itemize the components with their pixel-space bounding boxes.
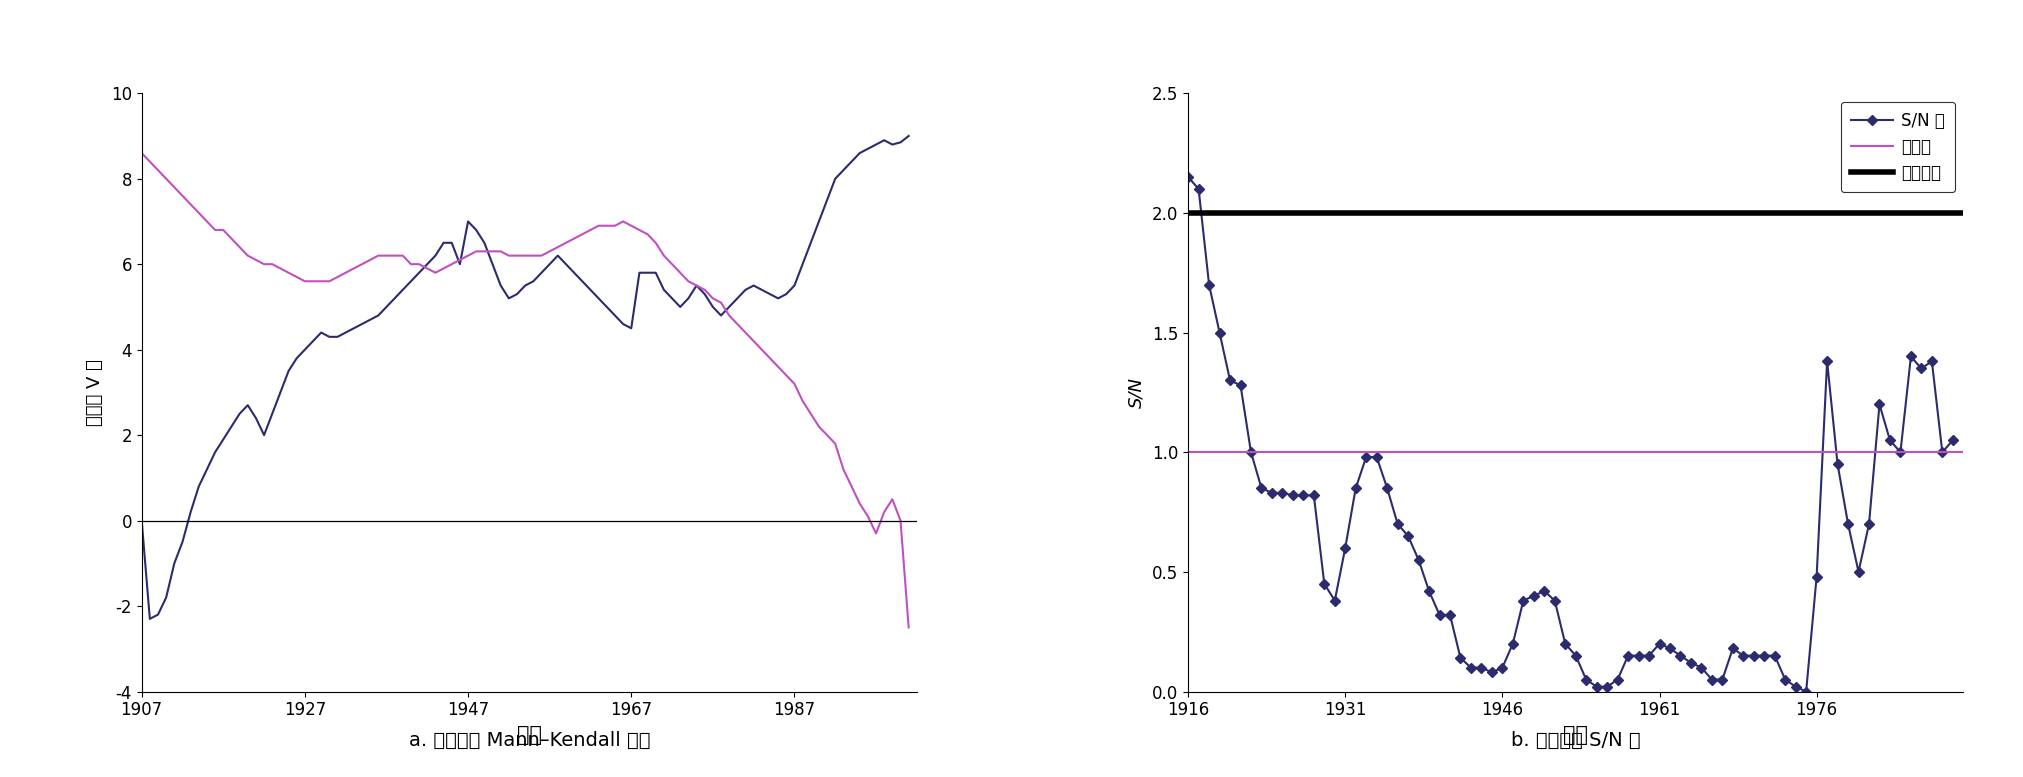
X-axis label: 年份: 年份: [516, 725, 542, 745]
S/N 值: [1594, 682, 1618, 692]
Y-axis label: 统计量 V 值: 统计量 V 值: [85, 359, 103, 426]
S/N 值: [1343, 483, 1368, 493]
Legend: S/N 值, 突变界, 强突变界: S/N 值, 突变界, 强突变界: [1841, 102, 1954, 192]
S/N 值: [1792, 687, 1817, 696]
S/N 值: [1333, 543, 1357, 552]
S/N 值: [1604, 675, 1629, 685]
X-axis label: 年份: 年份: [1562, 725, 1588, 745]
S/N 值: [1426, 610, 1450, 619]
Y-axis label: S/N: S/N: [1127, 377, 1145, 408]
S/N 值: [1175, 172, 1200, 182]
S/N 值: [1877, 436, 1902, 445]
Text: a. 温度序列 Mann–Kendall 结果: a. 温度序列 Mann–Kendall 结果: [409, 731, 649, 750]
Line: S/N 值: S/N 值: [1183, 173, 1956, 695]
S/N 值: [1940, 436, 1964, 445]
Text: b. 温度序列 S/N 值: b. 温度序列 S/N 值: [1509, 731, 1641, 750]
